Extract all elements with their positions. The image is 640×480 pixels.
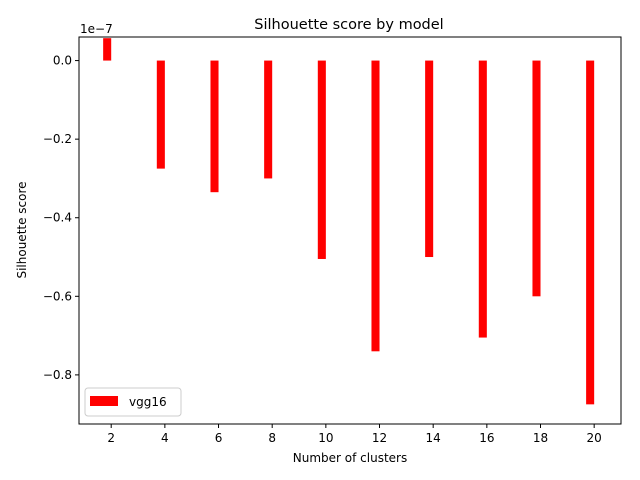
x-tick-label-2: 2	[107, 431, 115, 445]
y-axis-ticks: 0.0 −0.2 −0.4 −0.6 −0.8	[43, 54, 79, 382]
bar-vgg16-10	[317, 60, 326, 259]
bar-vgg16-12	[371, 60, 380, 352]
y-tick-label-0: 0.0	[53, 54, 72, 68]
bar-vgg16-16	[478, 60, 487, 338]
bar-vgg16-14	[425, 60, 434, 258]
x-tick-label-12: 12	[372, 431, 387, 445]
bar-vgg16-18	[532, 60, 541, 297]
x-tick-label-10: 10	[318, 431, 333, 445]
x-axis-label: Number of clusters	[293, 451, 407, 465]
x-tick-label-14: 14	[426, 431, 441, 445]
x-tick-label-8: 8	[268, 431, 276, 445]
bars-group	[103, 38, 595, 405]
legend-swatch	[90, 396, 118, 406]
bar-vgg16-8	[264, 60, 273, 179]
x-tick-label-4: 4	[161, 431, 169, 445]
y-tick-label-2: −0.4	[43, 211, 72, 225]
bar-vgg16-6	[210, 60, 219, 193]
x-tick-label-6: 6	[215, 431, 223, 445]
bar-vgg16-4	[156, 60, 165, 169]
y-tick-label-1: −0.2	[43, 132, 72, 146]
chart-title: Silhouette score by model	[254, 17, 443, 33]
legend-label: vgg16	[129, 395, 167, 409]
y-scale-label: 1e−7	[80, 22, 113, 36]
plot-frame	[78, 36, 622, 425]
bar-vgg16-2	[103, 38, 112, 61]
x-tick-label-18: 18	[533, 431, 548, 445]
y-axis-label: Silhouette score	[15, 181, 29, 278]
x-axis-ticks: 2 4 6 8 10 12 14 16 18 20	[107, 424, 602, 445]
bar-vgg16-20	[586, 60, 595, 405]
y-tick-label-3: −0.6	[43, 289, 72, 303]
legend-box	[84, 387, 182, 417]
legend: vgg16	[84, 387, 182, 417]
y-tick-label-4: −0.8	[43, 368, 72, 382]
x-tick-label-20: 20	[587, 431, 602, 445]
x-tick-label-16: 16	[479, 431, 494, 445]
